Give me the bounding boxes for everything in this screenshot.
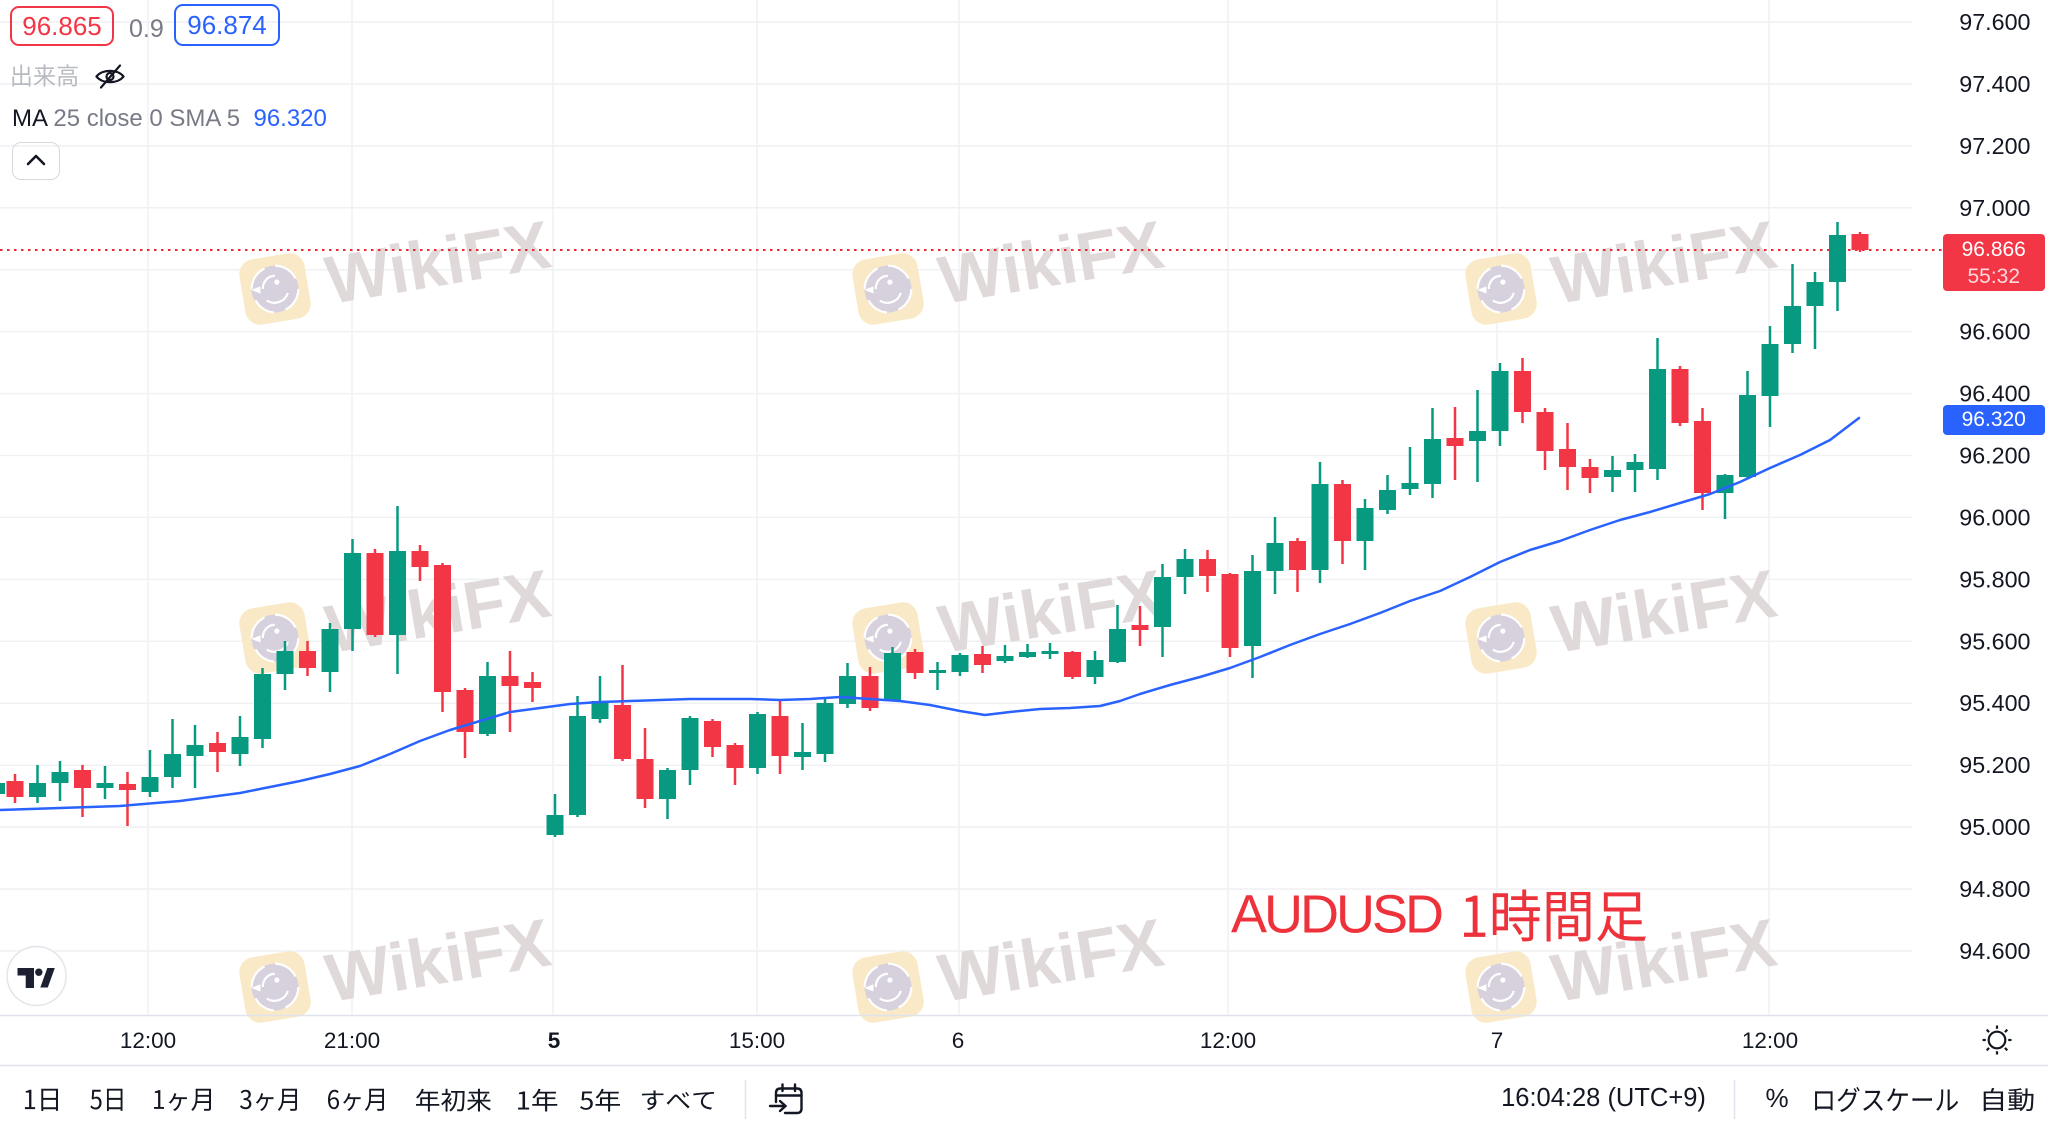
svg-text:15:00: 15:00 (729, 1028, 785, 1053)
svg-text:95.000: 95.000 (1959, 814, 2030, 840)
svg-text:12:00: 12:00 (1742, 1028, 1798, 1053)
svg-text:97.200: 97.200 (1959, 133, 2030, 159)
svg-text:94.800: 94.800 (1959, 876, 2030, 902)
svg-text:7: 7 (1491, 1028, 1504, 1053)
svg-text:AUDUSD: AUDUSD (1231, 885, 1442, 945)
svg-text:96.200: 96.200 (1959, 443, 2030, 469)
svg-text:96.000: 96.000 (1959, 504, 2030, 530)
svg-text:6: 6 (952, 1028, 965, 1053)
svg-text:95.400: 95.400 (1959, 690, 2030, 716)
svg-text:95.800: 95.800 (1959, 566, 2030, 592)
svg-text:12:00: 12:00 (1200, 1028, 1256, 1053)
svg-text:5: 5 (548, 1028, 561, 1053)
svg-text:97.400: 97.400 (1959, 71, 2030, 97)
svg-text:95.200: 95.200 (1959, 752, 2030, 778)
svg-text:96.600: 96.600 (1959, 319, 2030, 345)
svg-text:21:00: 21:00 (324, 1028, 380, 1053)
svg-text:12:00: 12:00 (120, 1028, 176, 1053)
svg-text:95.600: 95.600 (1959, 628, 2030, 654)
svg-text:97.000: 97.000 (1959, 195, 2030, 221)
svg-text:94.600: 94.600 (1959, 938, 2030, 964)
svg-text:96.400: 96.400 (1959, 381, 2030, 407)
svg-text:97.600: 97.600 (1959, 9, 2030, 35)
